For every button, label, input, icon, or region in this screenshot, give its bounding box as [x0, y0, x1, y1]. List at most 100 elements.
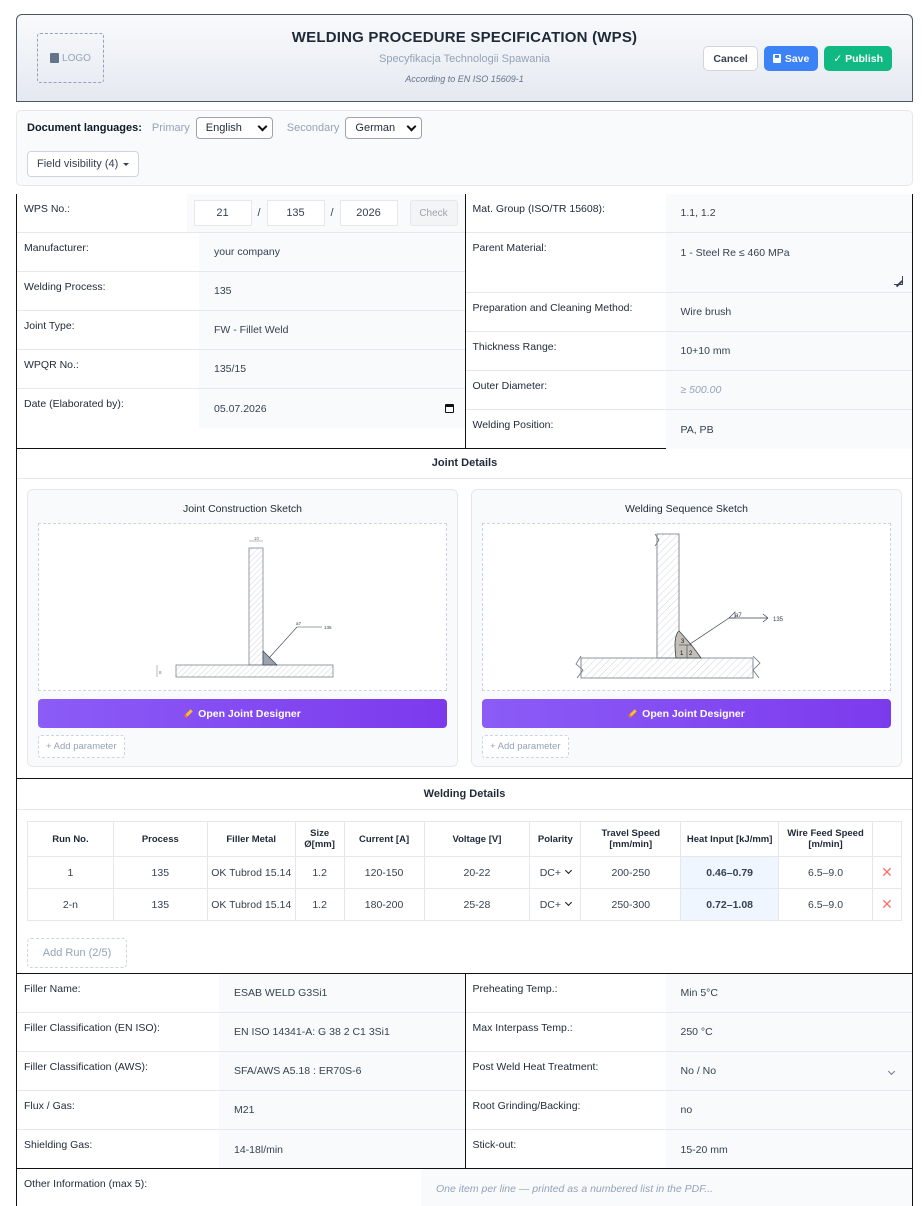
current-input[interactable]: 180-200: [343, 888, 425, 921]
other-information-textarea[interactable]: One item per line — printed as a numbere…: [421, 1169, 912, 1206]
language-row: Document languages: Primary English Seco…: [27, 117, 423, 139]
run-no-input[interactable]: 2-n: [27, 888, 114, 921]
wire-feed-speed-input[interactable]: 6.5–9.0: [778, 888, 873, 921]
polarity-select[interactable]: DC+: [529, 856, 582, 889]
pencil-icon: [184, 709, 193, 718]
language-bar: Document languages: Primary English Seco…: [16, 110, 913, 186]
parent-material-label: Parent Material:: [472, 242, 547, 254]
field-filler-name: Filler Name: ESAB WELD G3Si1: [17, 974, 465, 1013]
field-manufacturer: Manufacturer: your company: [17, 233, 465, 272]
welding-details-section: Welding Details Run No. Process Filler M…: [16, 778, 913, 974]
logo-placeholder[interactable]: LOGO: [37, 33, 104, 83]
date-value: 05.07.2026: [214, 402, 267, 415]
wire-feed-speed-input[interactable]: 6.5–9.0: [778, 856, 873, 889]
chevron-down-icon: [564, 866, 573, 875]
wps-no-part2-input[interactable]: 135: [266, 200, 325, 226]
wps-no-label: WPS No.:: [24, 203, 71, 215]
weld-sequence-drawing: 1 2 3 a7 135: [575, 533, 784, 679]
parent-material-textarea[interactable]: 1 - Steel Re ≤ 460 MPa: [665, 233, 912, 292]
open-joint-designer-button[interactable]: Open Joint Designer: [38, 699, 447, 728]
preparation-input[interactable]: Wire brush: [665, 293, 912, 331]
cancel-label: Cancel: [713, 52, 748, 65]
weld-symbol-label: a7: [296, 621, 302, 626]
date-input[interactable]: 05.07.2026: [199, 389, 465, 428]
root-grinding-input[interactable]: no: [665, 1091, 912, 1129]
welding-position-input[interactable]: PA, PB: [665, 410, 912, 449]
run-no-input[interactable]: 1: [27, 856, 114, 889]
current-input[interactable]: 120-150: [343, 856, 425, 889]
voltage-input[interactable]: 20-22: [423, 856, 531, 889]
interpass-input[interactable]: 250 °C: [665, 1013, 912, 1051]
floppy-icon: [772, 54, 781, 63]
filler-class-aws-input[interactable]: SFA/AWS A5.18 : ER70S-6: [219, 1052, 465, 1090]
field-visibility-button[interactable]: Field visibility (4): [27, 151, 140, 177]
filler-metal-input[interactable]: OK Tubrod 15.14: [206, 888, 296, 921]
filler-class-iso-input[interactable]: EN ISO 14341-A: G 38 2 C1 3Si1: [219, 1013, 465, 1051]
polarity-select[interactable]: DC+: [529, 888, 582, 921]
pencil-icon: [628, 709, 637, 718]
mat-group-label: Mat. Group (ISO/TR 15608):: [472, 203, 605, 215]
field-interpass: Max Interpass Temp.: 250 °C: [465, 1013, 912, 1052]
cancel-button[interactable]: Cancel: [703, 46, 758, 71]
wps-no-part1-input[interactable]: 21: [193, 200, 252, 226]
resize-handle-icon[interactable]: [894, 276, 903, 285]
pwht-select[interactable]: No / No: [665, 1052, 912, 1090]
voltage-input[interactable]: 25-28: [423, 888, 531, 921]
check-button[interactable]: Check: [409, 200, 458, 226]
wpqr-input[interactable]: 135/15: [199, 350, 465, 388]
shielding-gas-input[interactable]: 14-18l/min: [219, 1130, 465, 1169]
flux-gas-label: Flux / Gas:: [24, 1100, 75, 1112]
process-input[interactable]: 135: [112, 856, 208, 889]
travel-speed-input[interactable]: 250-300: [580, 888, 682, 921]
preheat-input[interactable]: Min 5°C: [665, 974, 912, 1012]
calendar-icon[interactable]: [444, 404, 454, 413]
joint-details-section: Joint Details Joint Construction Sketch …: [16, 448, 913, 779]
thickness-input[interactable]: 10+10 mm: [665, 332, 912, 370]
field-outer-diameter: Outer Diameter: ≥ 500.00: [465, 371, 912, 410]
delete-run-button[interactable]: ✕: [871, 856, 903, 889]
column-header: Voltage [V]: [423, 821, 531, 857]
travel-speed-input[interactable]: 200-250: [580, 856, 682, 889]
stick-out-label: Stick-out:: [472, 1139, 517, 1151]
stick-out-input[interactable]: 15-20 mm: [665, 1130, 912, 1169]
column-header-actions: [871, 821, 903, 857]
save-label: Save: [784, 52, 810, 65]
joint-type-input[interactable]: FW - Fillet Weld: [199, 311, 465, 349]
welding-sequence-sketch[interactable]: 1 2 3 a7 135: [482, 523, 891, 691]
field-pwht: Post Weld Heat Treatment: No / No: [465, 1052, 912, 1091]
size-input[interactable]: 1.2: [294, 888, 345, 921]
manufacturer-input[interactable]: your company: [199, 233, 465, 271]
welding-process-label: Welding Process:: [24, 281, 106, 293]
primary-label: Primary: [151, 122, 190, 134]
save-button[interactable]: Save: [763, 46, 819, 71]
chevron-down-icon: [887, 1067, 896, 1075]
open-joint-designer-button[interactable]: Open Joint Designer: [482, 699, 891, 728]
polarity-value: DC+: [539, 898, 561, 911]
publish-label: ✓ Publish: [833, 52, 883, 65]
wps-no-part3-input[interactable]: 2026: [339, 200, 398, 226]
outer-diameter-input[interactable]: ≥ 500.00: [665, 371, 912, 409]
weld-symbol-label: a7: [735, 613, 742, 619]
welding-process-input[interactable]: 135: [199, 272, 465, 310]
publish-button[interactable]: ✓ Publish: [824, 46, 892, 71]
polarity-value: DC+: [539, 866, 561, 879]
flux-gas-input[interactable]: M21: [219, 1091, 465, 1129]
caret-down-icon: [123, 162, 130, 166]
size-input[interactable]: 1.2: [294, 856, 345, 889]
filler-name-input[interactable]: ESAB WELD G3Si1: [219, 974, 465, 1012]
wpqr-label: WPQR No.:: [24, 359, 79, 371]
process-input[interactable]: 135: [112, 888, 208, 921]
pass-3-label: 3: [681, 639, 685, 645]
add-parameter-button[interactable]: + Add parameter: [38, 735, 125, 758]
heat-input-value: 0.46–0.79: [680, 856, 780, 889]
secondary-language-select[interactable]: German: [345, 117, 423, 139]
add-run-button[interactable]: Add Run (2/5): [27, 938, 127, 968]
joint-construction-sketch[interactable]: 10 8 a7 135: [38, 523, 447, 691]
add-parameter-button[interactable]: + Add parameter: [482, 735, 569, 758]
primary-language-select[interactable]: English: [195, 117, 273, 139]
filler-metal-input[interactable]: OK Tubrod 15.14: [206, 856, 296, 889]
column-header: Size Ø[mm]: [294, 821, 345, 857]
delete-run-button[interactable]: ✕: [871, 888, 903, 921]
mat-group-input[interactable]: 1.1, 1.2: [665, 194, 912, 232]
page-header: LOGO WELDING PROCEDURE SPECIFICATION (WP…: [16, 14, 913, 102]
